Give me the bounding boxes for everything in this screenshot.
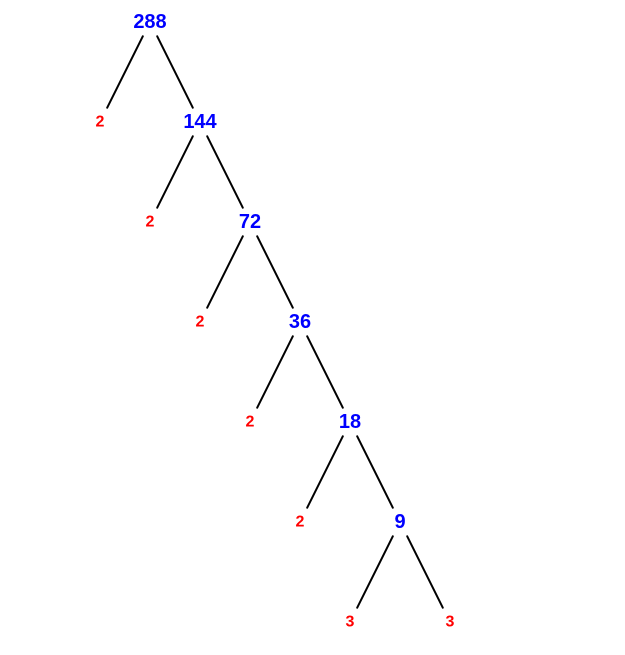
tree-edge	[407, 536, 443, 607]
composite-number-label: 144	[183, 111, 217, 133]
tree-edge	[357, 536, 393, 607]
tree-edge	[207, 136, 243, 207]
composite-number-label: 288	[133, 11, 166, 33]
tree-edge	[157, 136, 193, 207]
factor-tree: 288 2 144 2 72 2 36 2 18 2 9 3 3	[0, 0, 625, 655]
tree-edge	[107, 36, 143, 107]
tree-edge	[357, 436, 393, 507]
prime-factor-label: 2	[196, 314, 205, 331]
tree-edge	[307, 336, 343, 407]
composite-number-label: 36	[289, 311, 311, 333]
composite-number-label: 9	[394, 511, 405, 533]
prime-factor-label: 2	[96, 114, 105, 131]
composite-number-label: 18	[339, 411, 361, 433]
composite-number-label: 72	[239, 211, 261, 233]
tree-edge	[207, 236, 243, 307]
tree-edge	[157, 36, 193, 107]
prime-factor-label: 3	[346, 614, 355, 631]
edges-layer	[107, 36, 443, 607]
prime-factor-label: 2	[246, 414, 255, 431]
tree-edge	[257, 336, 293, 407]
prime-factor-label: 3	[446, 614, 455, 631]
nodes-layer: 288 2 144 2 72 2 36 2 18 2 9 3 3	[96, 11, 455, 631]
prime-factor-label: 2	[146, 214, 155, 231]
prime-factor-label: 2	[296, 514, 305, 531]
tree-edge	[257, 236, 293, 307]
tree-edge	[307, 436, 343, 507]
